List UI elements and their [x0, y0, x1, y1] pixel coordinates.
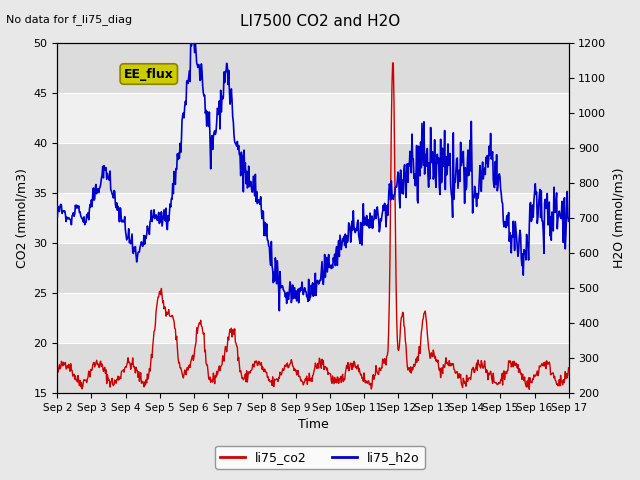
Text: EE_flux: EE_flux	[124, 68, 173, 81]
Text: LI7500 CO2 and H2O: LI7500 CO2 and H2O	[240, 14, 400, 29]
Y-axis label: CO2 (mmol/m3): CO2 (mmol/m3)	[15, 168, 28, 268]
Y-axis label: H2O (mmol/m3): H2O (mmol/m3)	[612, 168, 625, 268]
Bar	[58, 43, 568, 93]
Bar	[58, 143, 568, 193]
Bar	[58, 343, 568, 393]
Text: No data for f_li75_diag: No data for f_li75_diag	[6, 14, 132, 25]
X-axis label: Time: Time	[298, 419, 328, 432]
Bar	[58, 243, 568, 293]
Legend: li75_co2, li75_h2o: li75_co2, li75_h2o	[215, 446, 425, 469]
